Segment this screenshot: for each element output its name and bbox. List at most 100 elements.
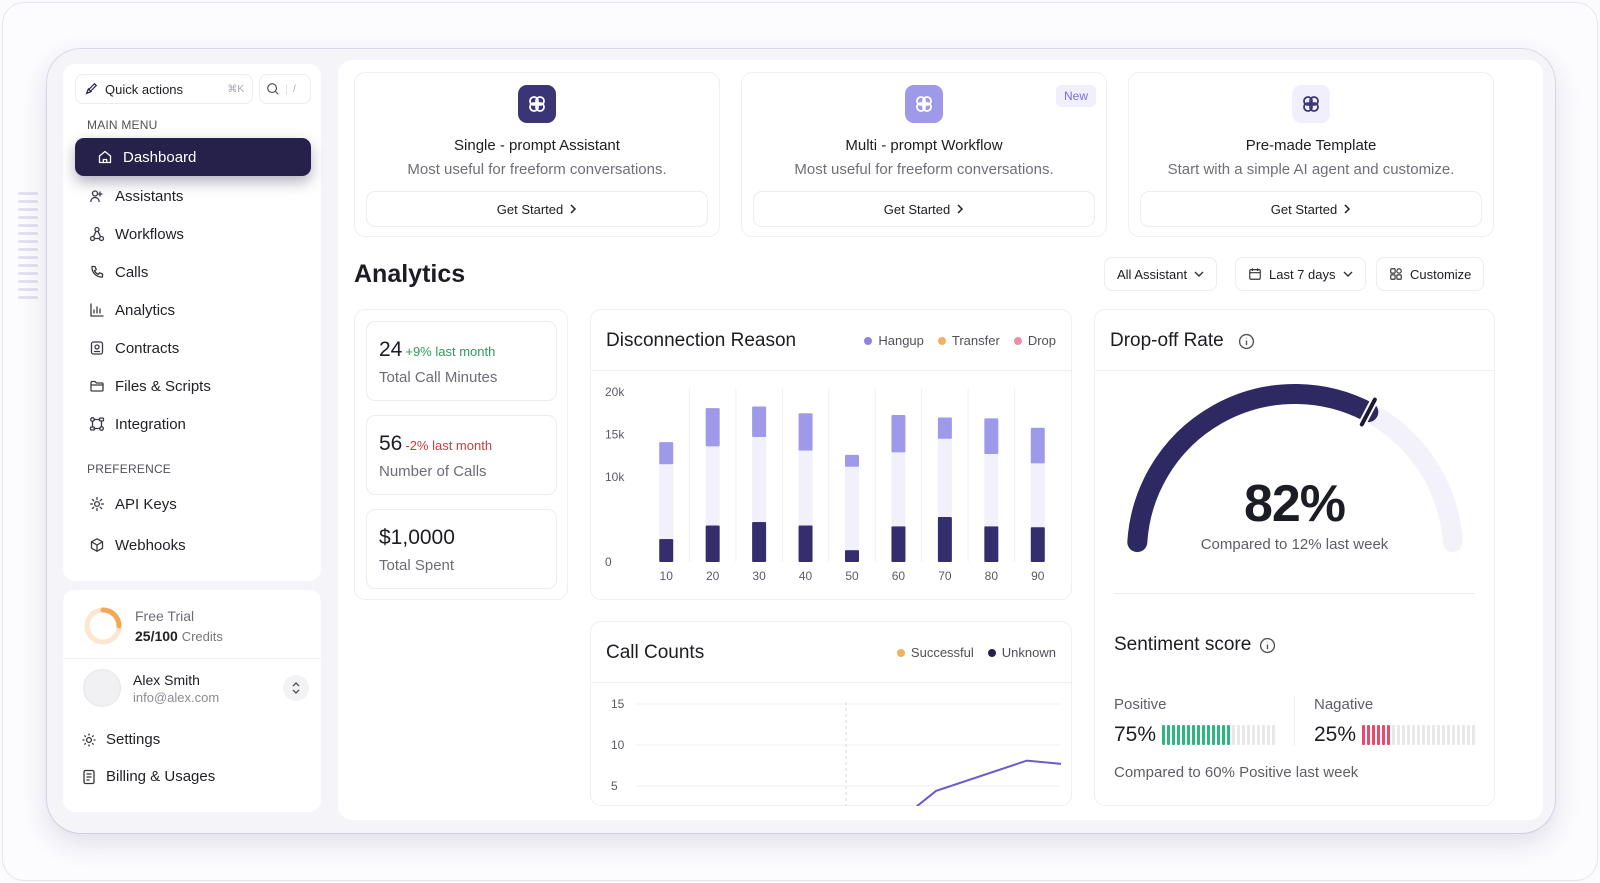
search-shortcut: / — [286, 83, 296, 95]
meter-tick — [1467, 725, 1471, 745]
stat-total-spent: $1,0000 Total Spent — [366, 509, 557, 589]
bar-drop — [659, 442, 674, 465]
line-series-unknown — [915, 759, 1062, 806]
quick-actions-label: Quick actions — [105, 81, 184, 97]
get-started-button[interactable]: Get Started — [366, 191, 708, 227]
stat-delta: +9% last month — [405, 344, 496, 359]
meter-tick — [1462, 725, 1466, 745]
stat-label: Total Call Minutes — [379, 369, 498, 386]
account-switch-button[interactable] — [283, 675, 309, 701]
cube-icon — [90, 538, 104, 552]
sidebar-item-contracts[interactable]: Contracts — [75, 329, 311, 367]
stat-label: Number of Calls — [379, 463, 487, 480]
contract-icon — [90, 341, 104, 355]
meter-tick — [1437, 725, 1441, 745]
divider — [63, 658, 321, 659]
sidebar-item-api-keys[interactable]: API Keys — [75, 485, 311, 523]
sidebar-item-workflows[interactable]: Workflows — [75, 215, 311, 253]
stat-call-minutes: 24 +9% last month Total Call Minutes — [366, 321, 557, 401]
legend-transfer: Transfer — [937, 333, 1000, 348]
get-started-label: Get Started — [1270, 201, 1338, 217]
meter-tick — [1412, 725, 1416, 745]
meter-tick — [1172, 725, 1176, 745]
sidebar-item-integration[interactable]: Integration — [75, 405, 311, 443]
sidebar-item-assistants[interactable]: Assistants — [75, 177, 311, 215]
bar-transfer — [1030, 463, 1045, 528]
bar-transfer — [891, 452, 906, 527]
customize-button[interactable]: Customize — [1376, 257, 1485, 291]
quick-actions-button[interactable]: Quick actions ⌘K — [75, 74, 253, 104]
legend-successful: Successful — [896, 645, 974, 660]
disconnection-panel: Disconnection Reason Hangup Transfer Dro… — [590, 309, 1072, 600]
sidebar-item-dashboard[interactable]: Dashboard — [75, 138, 311, 176]
meter-tick — [1207, 725, 1211, 745]
bar-drop — [891, 414, 906, 453]
billing-link[interactable]: Billing & Usages — [81, 768, 215, 785]
user-profile[interactable]: Alex Smith info@alex.com — [83, 666, 309, 710]
get-started-button[interactable]: Get Started — [753, 191, 1095, 227]
meter-tick — [1222, 725, 1226, 745]
sidebar-item-calls[interactable]: Calls — [75, 253, 311, 291]
sidebar-item-files-scripts[interactable]: Files & Scripts — [75, 367, 311, 405]
stat-value: 24 — [379, 338, 403, 361]
meter-tick — [1262, 725, 1266, 745]
bar-hangup — [845, 550, 859, 562]
grid-icon — [1390, 268, 1402, 280]
assistant-filter-dropdown[interactable]: All Assistant — [1104, 257, 1218, 291]
get-started-button[interactable]: Get Started — [1140, 191, 1482, 227]
meter-tick — [1377, 725, 1381, 745]
x-tick-label: 40 — [799, 569, 813, 583]
search-button[interactable]: / — [259, 74, 311, 104]
date-range-dropdown[interactable]: Last 7 days — [1235, 257, 1366, 291]
info-icon[interactable] — [1259, 637, 1276, 654]
negative-meter — [1362, 725, 1476, 745]
settings-link[interactable]: Settings — [81, 731, 160, 748]
customize-label: Customize — [1410, 266, 1472, 282]
divider — [1114, 593, 1475, 594]
meter-tick — [1237, 725, 1241, 745]
dropoff-title: Drop-off Rate — [1110, 330, 1224, 351]
x-tick-label: 50 — [845, 569, 859, 583]
sidebar-item-webhooks[interactable]: Webhooks — [75, 526, 311, 564]
home-icon — [98, 150, 112, 164]
sidebar-item-label: Assistants — [115, 187, 184, 205]
stat-number-of-calls: 56 -2% last month Number of Calls — [366, 415, 557, 495]
meter-tick — [1167, 725, 1171, 745]
info-icon[interactable] — [1238, 333, 1255, 350]
stat-delta: -2% last month — [405, 438, 493, 453]
meter-tick — [1472, 725, 1476, 745]
meter-tick — [1387, 725, 1391, 745]
sidebar-item-label: Webhooks — [115, 536, 186, 554]
disconnection-bar-chart: 0 10k 15k 20k 10 20 30 40 50 60 70 80 90 — [605, 385, 1045, 583]
card-subtitle: Start with a simple AI agent and customi… — [1167, 161, 1455, 178]
meter-tick — [1427, 725, 1431, 745]
sentiment-compare: Compared to 60% Positive last week — [1114, 764, 1359, 781]
sentiment-heading: Sentiment score — [1114, 634, 1276, 656]
users-icon — [90, 190, 103, 203]
dropoff-compare: Compared to 12% last week — [1200, 536, 1389, 553]
legend-label: Hangup — [878, 333, 924, 348]
preference-label: PREFERENCE — [87, 462, 172, 476]
receipt-icon — [83, 769, 95, 784]
bar-hangup — [984, 526, 999, 562]
sidebar-item-label: Files & Scripts — [115, 377, 211, 395]
billing-label: Billing & Usages — [106, 768, 216, 785]
x-tick-label: 80 — [985, 569, 999, 583]
call-counts-panel: Call Counts Successful Unknown 5 10 15 — [590, 621, 1072, 806]
sentiment-negative: Nagative 25% — [1314, 696, 1476, 747]
workflow-icon — [89, 226, 105, 242]
chevron-right-icon — [957, 204, 964, 214]
meter-tick — [1382, 725, 1386, 745]
meter-tick — [1252, 725, 1256, 745]
meter-tick — [1402, 725, 1406, 745]
sidebar-item-label: Contracts — [115, 339, 180, 357]
call-counts-line-chart: 5 10 15 — [611, 697, 1062, 806]
assistant-logo-icon — [518, 85, 556, 123]
trial-unit: Credits — [181, 629, 223, 644]
y-tick-label: 15k — [605, 428, 625, 442]
meter-tick — [1182, 725, 1186, 745]
meter-tick — [1212, 725, 1216, 745]
sidebar-item-analytics[interactable]: Analytics — [75, 291, 311, 329]
card-title: Pre-made Template — [1245, 137, 1377, 154]
disconnection-legend: Hangup Transfer Drop — [864, 333, 1056, 348]
